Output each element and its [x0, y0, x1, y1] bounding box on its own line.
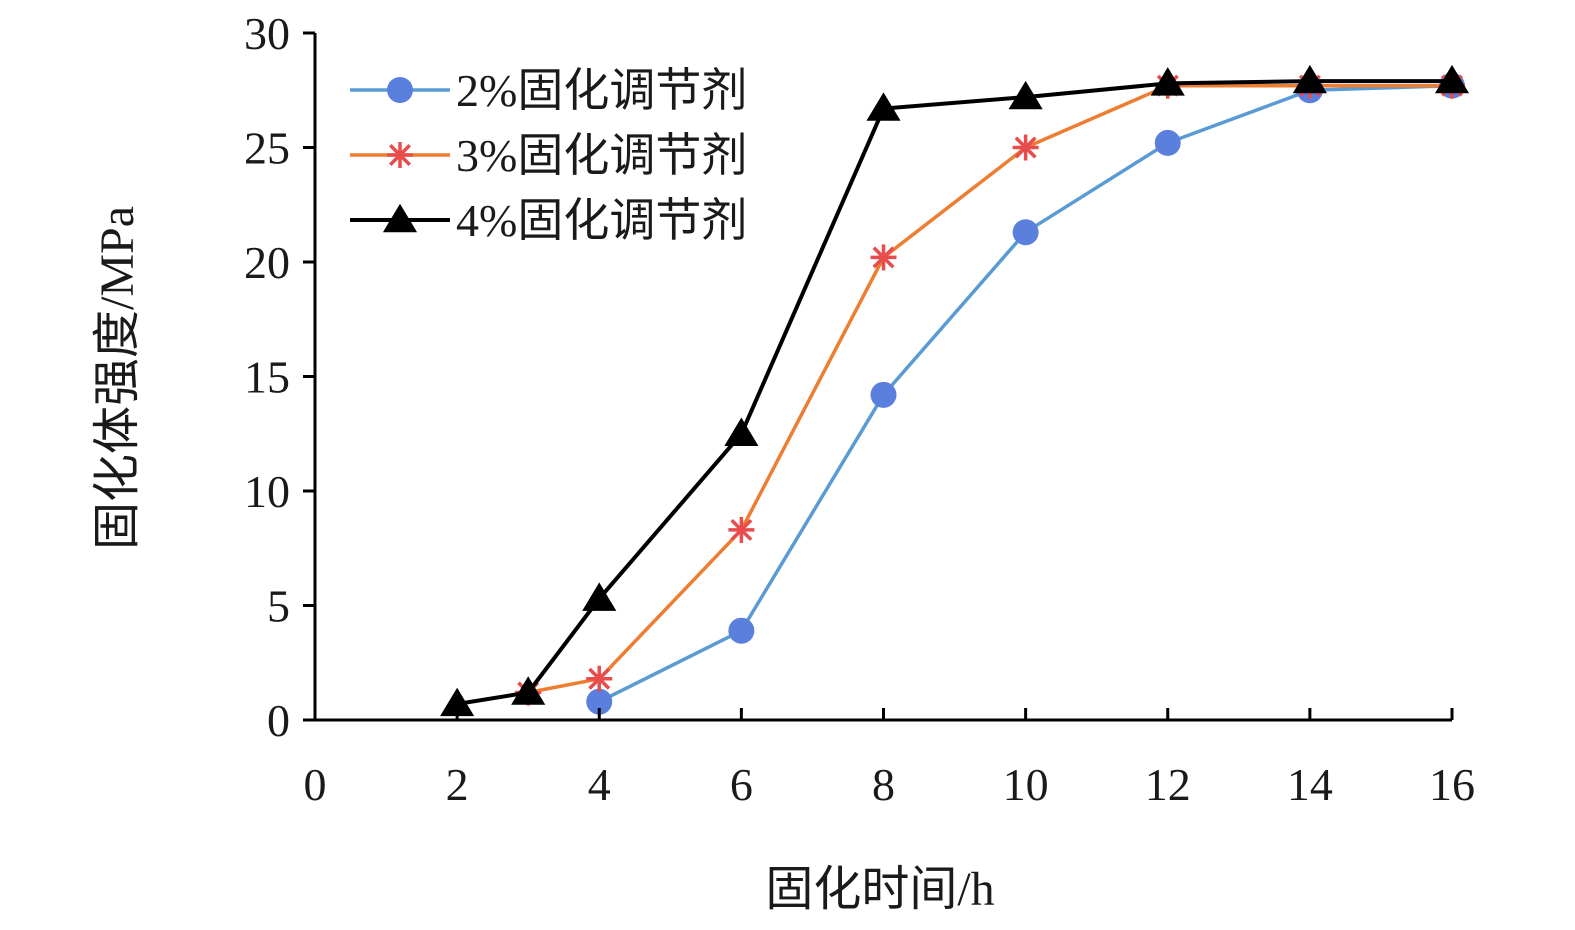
x-tick-label: 16: [1429, 759, 1475, 810]
data-point: [728, 617, 755, 644]
data-point: [728, 516, 755, 543]
y-tick-label: 30: [244, 8, 290, 59]
x-tick-label: 4: [588, 759, 611, 810]
data-point: [586, 665, 613, 692]
x-tick-label: 0: [304, 759, 327, 810]
data-point: [1292, 64, 1327, 94]
legend: 2%固化调节剂 3%固化调节剂 4%固化调节剂: [350, 65, 747, 246]
x-axis-title: 固化时间/h: [765, 863, 994, 916]
data-point: [582, 582, 617, 611]
legend-item-3: 4%固化调节剂: [350, 195, 747, 246]
y-axis-title: 固化体强度/MPa: [91, 206, 144, 550]
x-tick-label: 14: [1287, 759, 1333, 810]
x-tick-label: 12: [1145, 759, 1191, 810]
data-point: [1012, 219, 1039, 246]
data-point: [1008, 80, 1043, 110]
legend-marker: [387, 77, 413, 103]
data-point: [1154, 129, 1181, 156]
x-tick-label: 2: [446, 759, 469, 810]
data-point: [586, 688, 613, 715]
y-tick-label: 5: [267, 581, 290, 632]
y-tick-label: 25: [244, 123, 290, 174]
data-point: [1012, 134, 1039, 161]
y-tick-label: 20: [244, 237, 290, 288]
data-point: [866, 92, 901, 121]
legend-marker: [387, 142, 413, 168]
data-point: [870, 381, 897, 408]
series-3: [440, 64, 1470, 717]
legend-label: 3%固化调节剂: [456, 130, 747, 181]
series-line: [527, 83, 1452, 695]
legend-label: 2%固化调节剂: [456, 65, 747, 116]
x-tick-label: 8: [872, 759, 895, 810]
data-point: [1434, 64, 1470, 94]
data-point: [870, 244, 897, 271]
data-point: [440, 687, 475, 717]
axes-group: 0 5 10 15 20 25 30 0 2 4 6 8 10 12 14 16: [244, 8, 1475, 810]
y-tick-label: 15: [244, 352, 290, 403]
legend-marker: [382, 203, 418, 233]
x-tick-label: 6: [730, 759, 753, 810]
data-point: [1150, 67, 1185, 96]
legend-item-2: 3%固化调节剂: [350, 130, 747, 181]
y-tick-label: 10: [244, 466, 290, 517]
legend-item-1: 2%固化调节剂: [350, 65, 747, 116]
y-tick-label: 0: [267, 695, 290, 746]
x-tick-label: 10: [1003, 759, 1049, 810]
series-group: [440, 64, 1470, 717]
data-point: [511, 676, 546, 705]
legend-label: 4%固化调节剂: [456, 195, 747, 246]
data-point: [724, 417, 759, 446]
